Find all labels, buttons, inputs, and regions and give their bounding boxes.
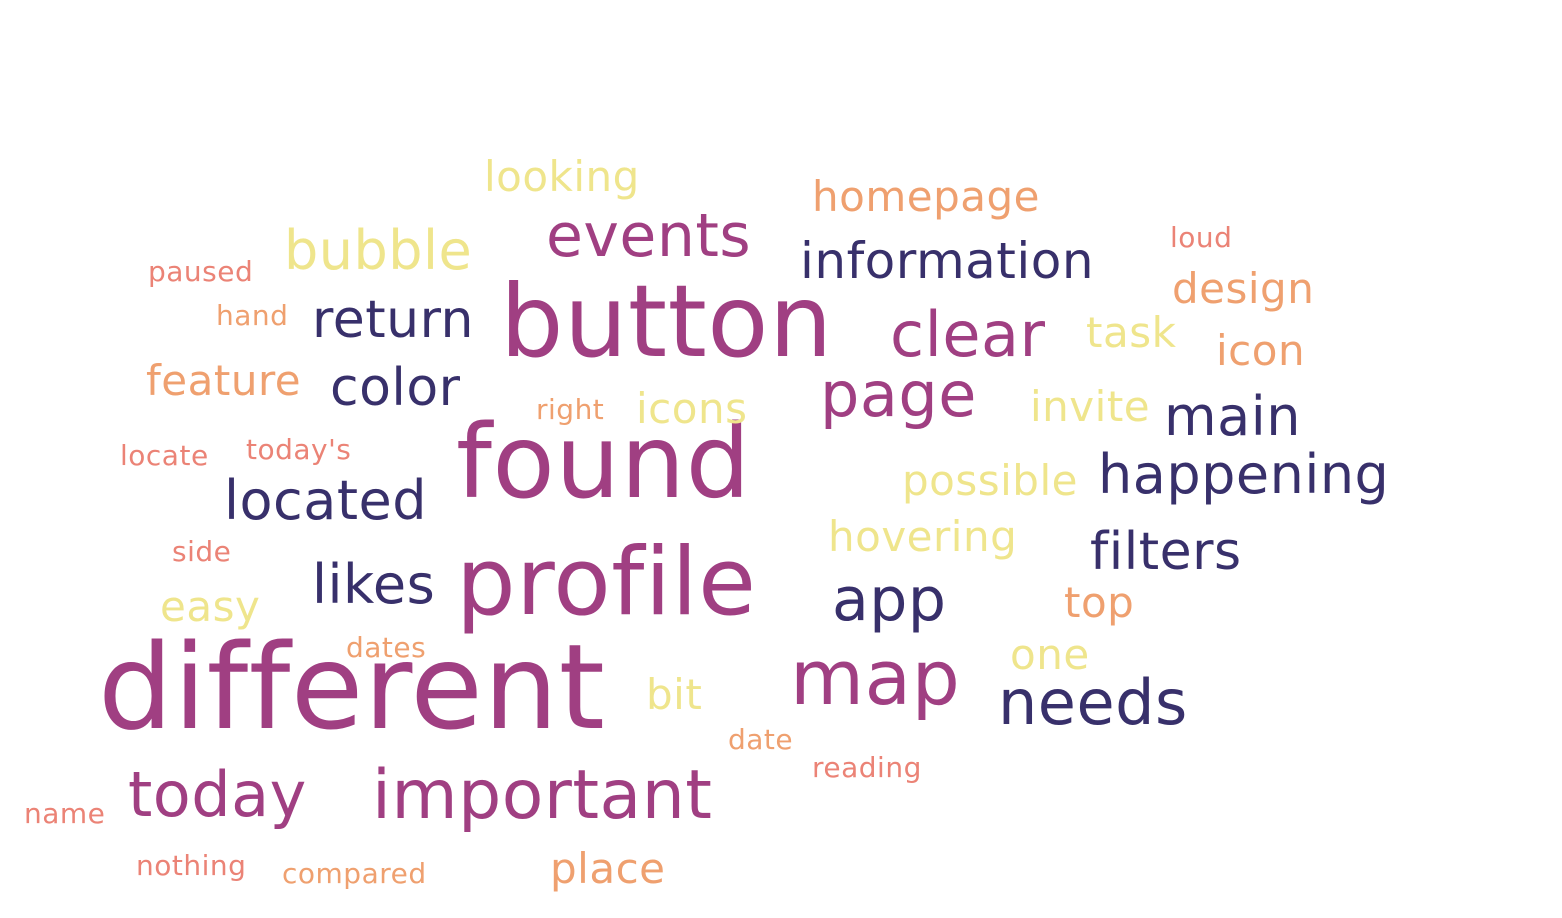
word-task: task	[1086, 308, 1177, 357]
word-locate: locate	[120, 439, 209, 472]
word-profile: profile	[456, 528, 757, 637]
word-return: return	[312, 290, 474, 350]
word-hovering: hovering	[828, 512, 1018, 561]
word-located: located	[224, 469, 427, 532]
word-paused: paused	[148, 255, 254, 288]
word-different: different	[98, 618, 606, 756]
word-reading: reading	[812, 751, 922, 784]
word-hand: hand	[216, 299, 289, 332]
word-today: today	[128, 758, 307, 831]
word-easy: easy	[160, 582, 261, 631]
word-icons: icons	[636, 384, 748, 433]
word-important: important	[372, 756, 713, 835]
word-page: page	[820, 358, 977, 431]
word-dates: dates	[346, 631, 427, 664]
word-found: found	[456, 403, 751, 522]
word-map: map	[790, 633, 961, 722]
word-clear: clear	[890, 298, 1046, 371]
word-filters: filters	[1090, 522, 1242, 582]
word-design: design	[1172, 264, 1315, 313]
word-top: top	[1064, 578, 1135, 627]
word-color: color	[330, 358, 461, 418]
word-invite: invite	[1030, 382, 1151, 431]
word-date: date	[728, 723, 794, 756]
word-compared: compared	[282, 857, 427, 890]
word-needs: needs	[998, 666, 1188, 739]
word-bit: bit	[646, 670, 703, 719]
word-main: main	[1164, 385, 1301, 448]
word-likes: likes	[312, 553, 436, 616]
word-app: app	[832, 565, 947, 635]
word-loud: loud	[1170, 221, 1233, 254]
word-homepage: homepage	[812, 172, 1040, 221]
word-place: place	[550, 844, 666, 893]
word-feature: feature	[146, 356, 302, 405]
word-side: side	[172, 535, 232, 568]
word-information: information	[800, 232, 1095, 290]
word-looking: looking	[484, 152, 640, 201]
word-nothing: nothing	[136, 849, 247, 882]
word-name: name	[24, 797, 106, 830]
word-right: right	[536, 393, 605, 426]
word-possible: possible	[902, 456, 1078, 505]
word-todays: today's	[246, 433, 352, 466]
word-button: button	[500, 263, 833, 380]
word-events: events	[546, 201, 752, 271]
word-icon: icon	[1216, 326, 1306, 375]
word-happening: happening	[1098, 443, 1390, 506]
word-one: one	[1010, 630, 1090, 679]
word-bubble: bubble	[284, 219, 473, 282]
